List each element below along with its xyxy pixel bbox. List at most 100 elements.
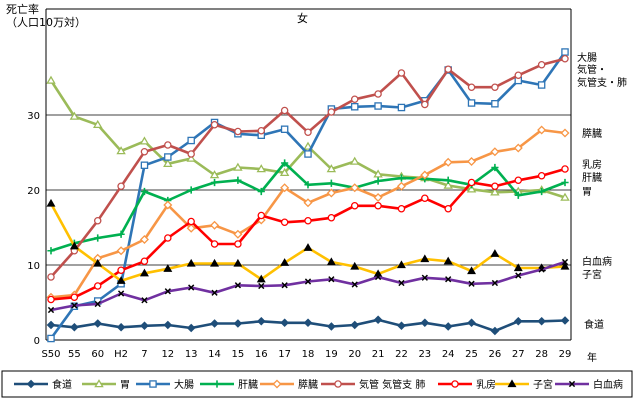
series-子宮 (46, 198, 570, 284)
data-point (466, 184, 477, 193)
legend-label: 膵臓 (298, 379, 318, 391)
y-axis-unit: （人口10万対） (6, 15, 86, 29)
data-point (560, 192, 570, 201)
data-point (47, 334, 55, 343)
data-point (374, 90, 382, 98)
x-tick-label: 23 (418, 349, 431, 360)
data-point (280, 125, 289, 134)
data-point (537, 61, 546, 69)
legend-label: 乳房 (476, 378, 496, 391)
legend-marker (507, 379, 517, 388)
data-point (93, 282, 102, 290)
data-point (350, 183, 360, 193)
x-tick-label: 15 (232, 349, 245, 360)
data-point (304, 181, 312, 189)
series-line (50, 167, 566, 301)
data-point (139, 268, 149, 277)
legend-marker (26, 379, 36, 389)
data-point (69, 241, 79, 250)
legend: 食道 胃 大腸 肝臓 膵臓 気管 気管支 肺 乳房 子宮 白血病 (14, 378, 623, 391)
data-point (117, 290, 125, 297)
series-食道 (46, 315, 570, 336)
data-point (491, 163, 499, 172)
data-point (420, 170, 430, 180)
data-point (163, 320, 173, 330)
data-point (140, 161, 149, 169)
x-tick-label: 12 (161, 349, 174, 360)
data-point (420, 254, 430, 263)
data-point (47, 273, 55, 281)
x-tick-label: 7 (141, 349, 147, 360)
data-point (93, 258, 103, 267)
data-point (561, 165, 569, 173)
data-point (514, 191, 522, 199)
data-point (210, 121, 219, 129)
y-tick-labels: 0 10 20 30 (27, 111, 40, 347)
data-point (258, 282, 265, 290)
data-point (280, 218, 289, 226)
data-point (234, 240, 242, 248)
data-point (513, 263, 523, 272)
data-point (46, 198, 56, 207)
data-point (515, 272, 522, 279)
data-point (116, 322, 126, 332)
data-point (374, 102, 382, 110)
legend-marker (568, 380, 576, 388)
data-point (373, 192, 383, 203)
series-膵臓 (46, 125, 570, 302)
data-point (491, 279, 499, 287)
x-tick-label: 28 (535, 349, 548, 360)
data-point (397, 321, 406, 331)
y-tick-label: 30 (27, 111, 40, 122)
data-point (560, 261, 570, 270)
data-point (374, 273, 382, 281)
x-tick-label: 55 (68, 349, 81, 360)
legend-item: 白血病 (555, 378, 623, 391)
data-point (467, 178, 476, 187)
data-point (350, 95, 359, 104)
grid-layer (46, 114, 571, 266)
data-point (164, 153, 172, 161)
data-point (445, 276, 452, 283)
data-point (209, 170, 220, 179)
data-point (281, 282, 288, 289)
data-point (303, 318, 313, 328)
data-point (491, 100, 499, 108)
x-tick-label: 60 (91, 349, 104, 360)
data-point (490, 147, 500, 157)
data-point (257, 127, 266, 135)
data-point (374, 201, 382, 210)
data-point (163, 264, 173, 272)
data-point (467, 83, 476, 92)
data-point (326, 188, 336, 198)
data-point (467, 266, 477, 275)
data-point (117, 182, 125, 190)
data-point (280, 106, 289, 115)
x-tick-label: 18 (302, 349, 315, 360)
series-layer (46, 48, 570, 343)
legend-label: 気管 気管支 肺 (359, 378, 425, 391)
legend-label: 白血病 (593, 378, 623, 391)
data-point (490, 326, 500, 336)
x-tick-label: 19 (325, 349, 338, 360)
data-point (467, 318, 476, 328)
data-point (560, 316, 570, 325)
series-end-label: 気管・ (577, 63, 607, 76)
data-point (187, 150, 195, 158)
x-tick-label: 14 (208, 349, 221, 360)
data-point (397, 174, 406, 182)
chart-title: 女 (297, 11, 308, 25)
series-end-label: 子宮 (582, 268, 602, 281)
data-point (349, 156, 360, 165)
series-大腸 (47, 48, 569, 343)
data-point (421, 100, 429, 109)
data-point (139, 234, 149, 245)
data-point (280, 183, 290, 193)
data-point (94, 234, 102, 242)
data-point (280, 318, 289, 328)
data-point (421, 194, 429, 202)
data-point (92, 119, 103, 128)
data-point (490, 187, 500, 196)
data-point (117, 230, 125, 238)
